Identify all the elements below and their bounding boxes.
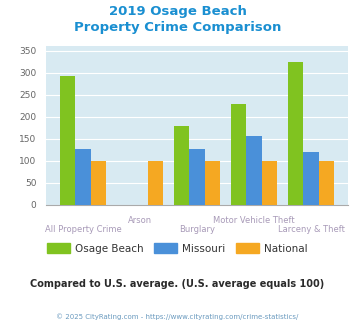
Bar [148, 161, 163, 205]
Bar [189, 149, 205, 205]
Text: Larceny & Theft: Larceny & Theft [278, 225, 344, 234]
Text: 2019 Osage Beach: 2019 Osage Beach [109, 5, 246, 18]
Bar [319, 161, 334, 205]
Legend: Osage Beach, Missouri, National: Osage Beach, Missouri, National [47, 243, 308, 254]
Bar [205, 161, 220, 205]
Bar [262, 161, 277, 205]
Text: Burglary: Burglary [179, 225, 215, 234]
Bar [60, 76, 75, 205]
Text: Property Crime Comparison: Property Crime Comparison [74, 21, 281, 34]
Text: Motor Vehicle Theft: Motor Vehicle Theft [213, 216, 295, 225]
Text: All Property Crime: All Property Crime [45, 225, 121, 234]
Text: Compared to U.S. average. (U.S. average equals 100): Compared to U.S. average. (U.S. average … [31, 279, 324, 289]
Bar [304, 152, 319, 205]
Bar [91, 161, 106, 205]
Text: Arson: Arson [128, 216, 152, 225]
Text: © 2025 CityRating.com - https://www.cityrating.com/crime-statistics/: © 2025 CityRating.com - https://www.city… [56, 314, 299, 320]
Bar [231, 104, 246, 205]
Bar [288, 62, 304, 205]
Bar [174, 126, 189, 205]
Bar [246, 136, 262, 205]
Bar [75, 149, 91, 205]
